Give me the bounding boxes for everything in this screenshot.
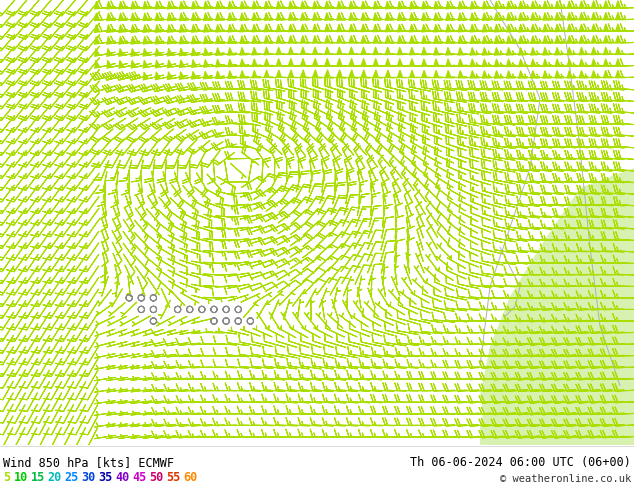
Text: 25: 25 [65,471,79,484]
Text: 50: 50 [150,471,164,484]
Text: Th 06-06-2024 06:00 UTC (06+00): Th 06-06-2024 06:00 UTC (06+00) [410,456,631,469]
Text: 20: 20 [48,471,61,484]
Text: 40: 40 [115,471,130,484]
Text: 10: 10 [13,471,28,484]
Text: 5: 5 [3,471,10,484]
Text: 15: 15 [30,471,45,484]
Polygon shape [480,0,634,445]
Text: © weatheronline.co.uk: © weatheronline.co.uk [500,474,631,484]
Text: 30: 30 [82,471,96,484]
Text: 35: 35 [98,471,113,484]
Text: 45: 45 [133,471,146,484]
Text: 55: 55 [167,471,181,484]
Polygon shape [480,326,634,445]
Text: Wind 850 hPa [kts] ECMWF: Wind 850 hPa [kts] ECMWF [3,456,174,469]
Text: 60: 60 [183,471,198,484]
